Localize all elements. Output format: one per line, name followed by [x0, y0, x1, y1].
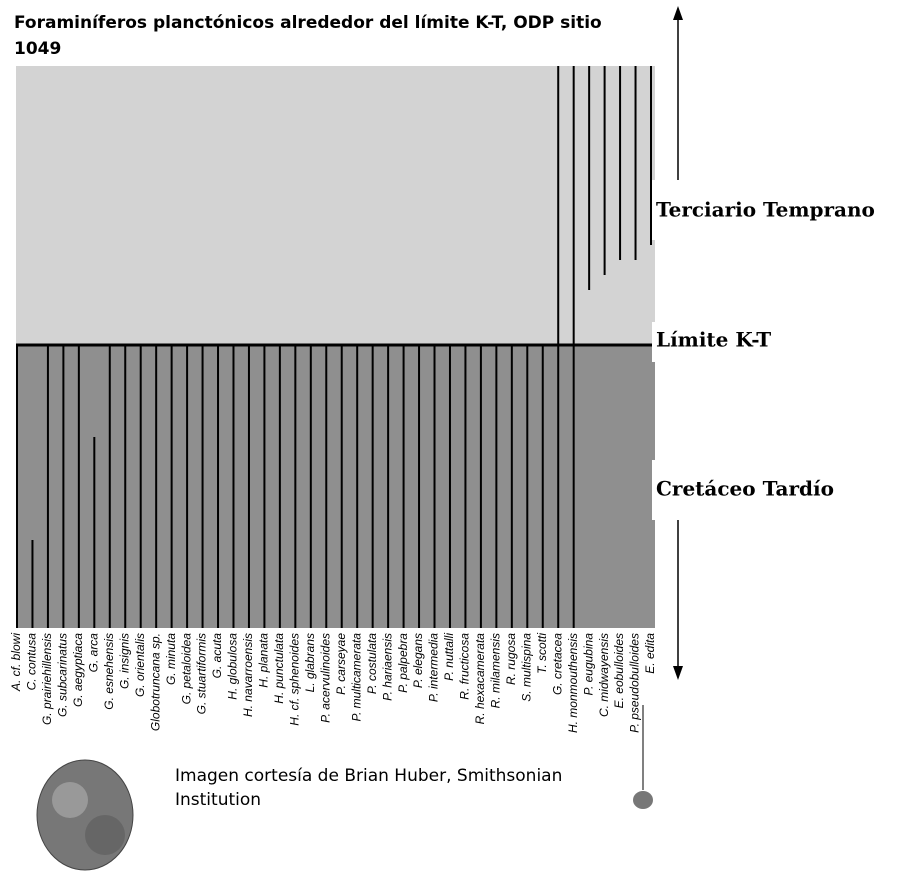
species-label: G. esnehensis	[102, 633, 116, 710]
species-label: P. carseyae	[334, 633, 348, 695]
species-label: P. acervulinoides	[318, 633, 332, 723]
species-label: P. intermedia	[427, 633, 441, 702]
species-label: P. elegans	[411, 633, 425, 688]
species-label: H. punctulata	[272, 633, 286, 704]
species-label: S. multispina	[519, 633, 533, 702]
species-label: G. minuta	[164, 633, 178, 685]
species-label: Globotruncana sp.	[148, 633, 162, 731]
credit: Imagen cortesía de Brian Huber, Smithson…	[175, 764, 595, 812]
species-label: G. petaloidea	[179, 633, 193, 705]
species-label: E. eobulloides	[612, 633, 626, 708]
fossil-image	[37, 760, 133, 870]
species-label: G. insignis	[117, 633, 131, 689]
species-label: P. nuttalli	[442, 633, 456, 681]
species-label: R. rugosa	[504, 633, 518, 685]
species-label: H. globulosa	[226, 633, 240, 700]
species-label: G. subcarinatus	[56, 633, 70, 717]
species-label: G. cretacea	[550, 633, 564, 695]
species-label: P. multicamerata	[349, 633, 363, 722]
species-label: P. palpebra	[396, 633, 410, 693]
title: Foraminíferos planctónicos alrededor del…	[14, 10, 634, 62]
species-label: G. orientalis	[133, 633, 147, 697]
diagram: Terciario Temprano Límite K-T Cretáceo T…	[0, 0, 921, 891]
zone-label: Terciario Temprano	[656, 198, 875, 222]
zone-label: Límite K-T	[656, 328, 771, 352]
species-label: R. hexacamerata	[473, 633, 487, 725]
arrow-head	[673, 666, 683, 680]
species-label: G. arca	[86, 633, 100, 673]
species-label: H. cf. sphenoides	[288, 633, 302, 726]
species-label: E. edita	[643, 633, 657, 674]
species-label: P. pseudobulloides	[628, 633, 642, 733]
species-label: C. midwayensis	[597, 633, 611, 717]
fossil-image	[52, 782, 88, 818]
species-label: G. prairiehillensis	[40, 633, 54, 725]
page: Terciario Temprano Límite K-T Cretáceo T…	[0, 0, 921, 891]
species-label: P. costulata	[365, 633, 379, 694]
species-label: C. contusa	[25, 633, 39, 691]
fossil-image	[633, 791, 653, 809]
species-label: A. cf. blowi	[9, 633, 23, 692]
species-label: P. hariaensis	[380, 633, 394, 701]
zone-label: Cretáceo Tardío	[656, 477, 834, 501]
species-label: H. monmouthensis	[566, 633, 580, 733]
species-label: T. scotti	[535, 633, 549, 674]
species-label: P. eugubina	[581, 633, 595, 696]
arrow-head	[673, 6, 683, 20]
species-label: H. planata	[257, 633, 271, 688]
species-label: R. fructicosa	[458, 633, 472, 700]
species-label: L. glabrans	[303, 633, 317, 692]
species-label: H. navarroensis	[241, 633, 255, 717]
species-label: R. milamensis	[489, 633, 503, 708]
fossil-image	[85, 815, 125, 855]
species-label: G. stuartiformis	[195, 633, 209, 714]
species-label: G. aegyptiaca	[71, 633, 85, 707]
species-label: G. acuta	[210, 633, 224, 679]
